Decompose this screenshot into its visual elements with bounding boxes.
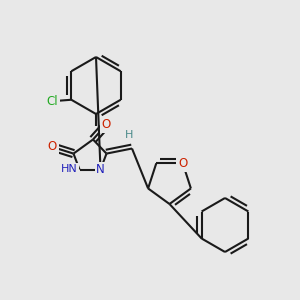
Text: N: N [96, 163, 105, 176]
Text: H: H [125, 130, 133, 140]
Text: O: O [48, 140, 57, 154]
Text: O: O [102, 118, 111, 131]
Text: O: O [178, 157, 188, 170]
Text: Cl: Cl [46, 95, 58, 108]
Text: HN: HN [61, 164, 78, 175]
